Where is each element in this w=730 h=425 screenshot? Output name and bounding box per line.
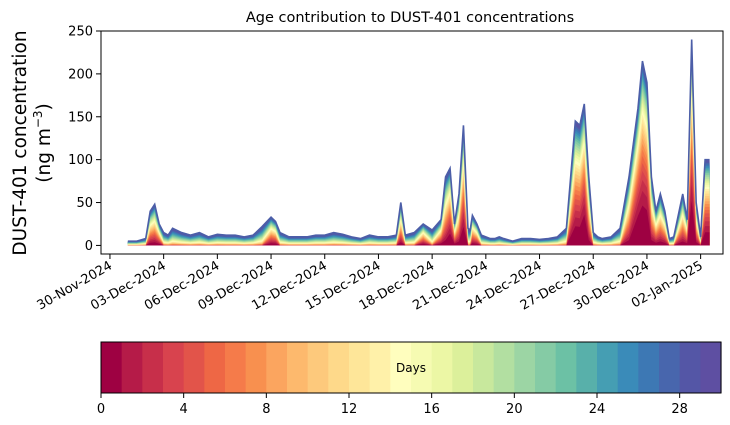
colorbar: [100, 341, 722, 394]
y-axis-unit-close: ): [34, 103, 55, 110]
colorbar-bin: [183, 342, 205, 393]
colorbar-bin: [576, 342, 598, 393]
colorbar-bin: [390, 342, 412, 393]
total-concentration-line: [127, 39, 710, 242]
colorbar-bin: [597, 342, 619, 393]
colorbar-tick-label: 4: [180, 402, 188, 417]
plot-frame: [100, 30, 724, 255]
colorbar-tick-label: 24: [589, 402, 606, 417]
colorbar-tick-label: 20: [506, 402, 523, 417]
colorbar-bin: [473, 342, 495, 393]
colorbar-bin: [617, 342, 639, 393]
colorbar-tick-label: 0: [97, 402, 105, 417]
colorbar-bin: [328, 342, 350, 393]
colorbar-bin: [659, 342, 681, 393]
age-layer-day-0: [127, 200, 710, 246]
colorbar-bin: [555, 342, 577, 393]
y-tick-label: 250: [68, 25, 93, 40]
colorbar-ticks: 0 4 8 12 16 20 24 28: [97, 393, 688, 417]
y-axis-unit-exponent: −3: [31, 110, 45, 128]
y-tick-label: 100: [68, 153, 93, 168]
colorbar-frame: [100, 341, 722, 394]
colorbar-bin: [679, 342, 701, 393]
colorbar-tick-label: 8: [262, 402, 270, 417]
chart-title: Age contribution to DUST-401 concentrati…: [246, 10, 574, 26]
y-axis-unit: (ng m: [34, 128, 55, 183]
age-layer-day-1: [127, 184, 710, 246]
colorbar-bin: [225, 342, 247, 393]
colorbar-bin: [638, 342, 660, 393]
colorbar-bin: [514, 342, 536, 393]
y-tick-label: 150: [68, 110, 93, 125]
colorbar-bin: [163, 342, 185, 393]
colorbar-bin: [411, 342, 433, 393]
x-ticks: 30-Nov-202403-Dec-202406-Dec-202409-Dec-…: [35, 254, 706, 314]
colorbar-tick-label: 12: [341, 402, 358, 417]
colorbar-bin: [142, 342, 164, 393]
colorbar-bin: [101, 342, 123, 393]
plot-area: [127, 39, 710, 246]
colorbar-bin: [369, 342, 391, 393]
colorbar-bin: [535, 342, 557, 393]
colorbar-bin: [266, 342, 288, 393]
y-axis-label-line1: DUST-401 concentration: [10, 30, 31, 255]
y-tick-label: 50: [76, 196, 93, 211]
y-ticks: 0 50 100 150 200 250: [68, 25, 101, 254]
y-tick-label: 0: [85, 239, 93, 254]
colorbar-bin: [121, 342, 143, 393]
colorbar-bin: [307, 342, 329, 393]
y-axis-label: DUST-401 concentration (ng m−3): [10, 30, 55, 255]
colorbar-tick-label: 28: [671, 402, 688, 417]
colorbar-bin: [700, 342, 722, 393]
colorbar-bin: [349, 342, 371, 393]
colorbar-bin: [493, 342, 515, 393]
colorbar-bin: [287, 342, 309, 393]
colorbar-label: Days: [396, 361, 426, 375]
colorbar-bin: [204, 342, 226, 393]
y-tick-label: 200: [68, 67, 93, 82]
y-axis-label-line2: (ng m−3): [31, 103, 55, 183]
colorbar-bin: [245, 342, 267, 393]
colorbar-bin: [452, 342, 474, 393]
colorbar-bin: [431, 342, 453, 393]
colorbar-tick-label: 16: [423, 402, 440, 417]
